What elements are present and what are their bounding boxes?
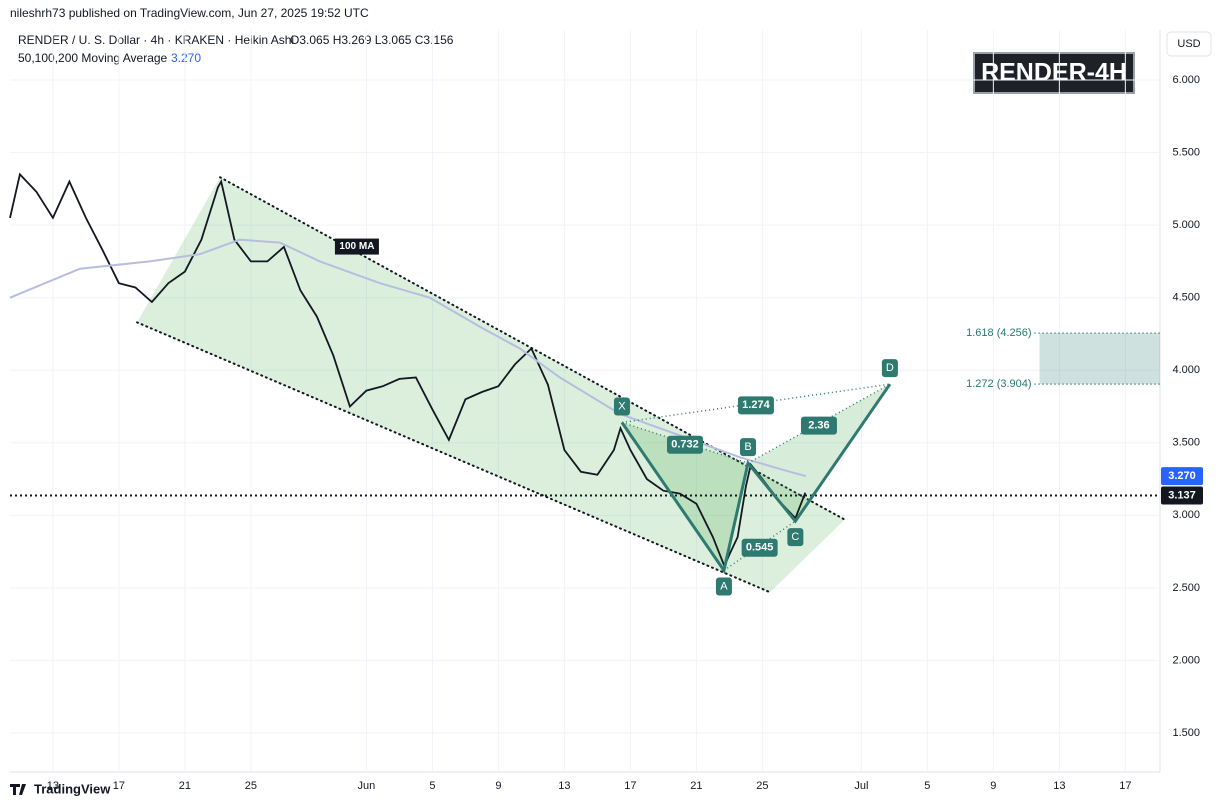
ratio-label: 1.274 bbox=[742, 399, 770, 411]
channel-line bbox=[219, 176, 846, 521]
x-tick-label: 9 bbox=[495, 780, 501, 792]
footer-logo: TradingView bbox=[34, 781, 111, 796]
x-tick-label: 13 bbox=[558, 780, 570, 792]
point-box bbox=[613, 397, 630, 416]
y-tick-label: 6.000 bbox=[1172, 74, 1200, 86]
x-tick-label: 5 bbox=[924, 780, 930, 792]
ratio-line bbox=[723, 520, 796, 572]
price-line bbox=[9, 172, 807, 569]
ohlc: O3.065 H3.269 L3.065 C3.156 bbox=[290, 33, 454, 47]
symbol: RENDER / U. S. Dollar · 4h · KRAKEN · He… bbox=[18, 33, 294, 47]
point-box bbox=[881, 359, 898, 378]
pattern-fill bbox=[748, 384, 890, 522]
price-tag bbox=[1161, 486, 1203, 505]
x-tick-label: Jul bbox=[854, 780, 868, 792]
indicator-value: 3.270 bbox=[171, 51, 201, 65]
point-label: A bbox=[720, 580, 728, 592]
x-tick-label: 25 bbox=[756, 780, 768, 792]
logo-icon bbox=[10, 784, 26, 795]
point-label: X bbox=[618, 400, 626, 412]
x-tick-label: 21 bbox=[179, 780, 191, 792]
ratio-box bbox=[741, 538, 778, 557]
x-tick-label: 17 bbox=[1119, 780, 1131, 792]
x-tick-label: 13 bbox=[47, 780, 59, 792]
price-tag-label: 3.137 bbox=[1168, 489, 1196, 501]
point-box bbox=[715, 577, 732, 596]
y-tick-label: 2.500 bbox=[1172, 582, 1200, 594]
channel-line bbox=[136, 321, 771, 594]
ma-label-box bbox=[334, 238, 379, 255]
currency: USD bbox=[1177, 38, 1200, 50]
y-tick-label: 2.000 bbox=[1172, 654, 1200, 666]
point-label: C bbox=[791, 531, 799, 543]
ma-tag bbox=[1161, 467, 1203, 486]
fib-zone bbox=[1039, 333, 1160, 385]
y-tick-label: 3.500 bbox=[1172, 437, 1200, 449]
pattern-line bbox=[620, 383, 892, 575]
y-tick-label: 5.000 bbox=[1172, 219, 1200, 231]
byline: nileshrh73 published on TradingView.com,… bbox=[10, 6, 369, 20]
y-tick-label: 5.500 bbox=[1172, 147, 1200, 159]
x-tick-label: 13 bbox=[1053, 780, 1065, 792]
y-tick-label: 4.500 bbox=[1172, 292, 1200, 304]
indicator: 50,100,200 Moving Average bbox=[18, 51, 168, 65]
ratio-label: 2.36 bbox=[808, 420, 829, 432]
y-tick-label: 4.000 bbox=[1172, 364, 1200, 376]
ratio-box bbox=[800, 416, 837, 435]
currency-box[interactable] bbox=[1166, 31, 1212, 57]
x-tick-label: 5 bbox=[429, 780, 435, 792]
fib-label: 1.618 (4.256) bbox=[966, 327, 1031, 339]
x-tick-label: Jun bbox=[358, 780, 376, 792]
ratio-box bbox=[666, 435, 703, 454]
point-label: D bbox=[886, 362, 894, 374]
point-label: B bbox=[744, 441, 751, 453]
point-box bbox=[787, 528, 804, 547]
point-box bbox=[740, 438, 757, 457]
x-tick-label: 9 bbox=[990, 780, 996, 792]
y-tick-label: 3.000 bbox=[1172, 509, 1200, 521]
x-tick-label: 17 bbox=[113, 780, 125, 792]
ma-label: 100 MA bbox=[339, 241, 374, 252]
fib-label: 1.272 (3.904) bbox=[966, 378, 1031, 390]
badge-box bbox=[973, 52, 1135, 94]
y-tick-label: 1.500 bbox=[1172, 727, 1200, 739]
x-tick-label: 25 bbox=[245, 780, 257, 792]
ma-tag-label: 3.270 bbox=[1168, 470, 1196, 482]
x-tick-label: 17 bbox=[624, 780, 636, 792]
ratio-label: 0.545 bbox=[746, 542, 774, 554]
ratio-box bbox=[737, 396, 774, 415]
x-tick-label: 21 bbox=[690, 780, 702, 792]
ratio-label: 0.732 bbox=[671, 439, 699, 451]
badge: RENDER-4H bbox=[981, 59, 1127, 87]
